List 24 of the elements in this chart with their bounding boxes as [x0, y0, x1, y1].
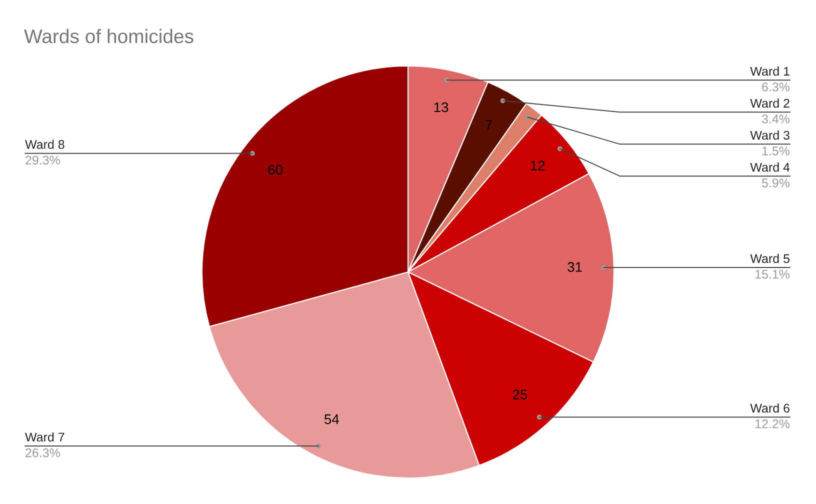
slice-label: Ward 8: [25, 140, 64, 149]
text: 15.1%: [756, 270, 790, 279]
text: 12.2%: [756, 419, 790, 428]
data-label: 54: [324, 414, 339, 424]
data-label: 7: [486, 120, 492, 130]
text: 29.3%: [26, 156, 60, 165]
slice-label: Ward 1: [750, 66, 790, 76]
slice-label: Ward 4: [750, 162, 790, 172]
data-label: 13: [434, 102, 448, 112]
data-label: 60: [268, 164, 282, 175]
chart-title: Wards of homicides: [24, 28, 194, 44]
data-label: 31: [568, 262, 582, 272]
text: 5.9%: [762, 178, 790, 188]
text: 3.4%: [762, 114, 790, 124]
slice-label: Ward 7: [25, 432, 64, 442]
text: 1.5%: [762, 146, 790, 156]
slice-label: Ward 5: [750, 254, 790, 264]
text: 6.3%: [762, 82, 790, 92]
data-label: 12: [530, 160, 545, 170]
slice-label: Ward 2: [750, 98, 790, 108]
text: 26.3%: [26, 448, 60, 458]
slice-label: Ward 6: [750, 403, 790, 413]
slice-label: Ward 3: [750, 130, 790, 140]
data-label: 25: [512, 390, 528, 400]
